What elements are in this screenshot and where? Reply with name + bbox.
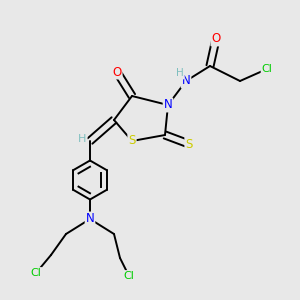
Text: Cl: Cl <box>31 268 41 278</box>
Text: O: O <box>112 65 122 79</box>
Text: N: N <box>182 74 190 88</box>
Text: Cl: Cl <box>262 64 272 74</box>
Text: H: H <box>78 134 87 145</box>
Text: O: O <box>212 32 220 46</box>
Text: Cl: Cl <box>124 271 134 281</box>
Text: S: S <box>128 134 136 148</box>
Text: S: S <box>185 137 193 151</box>
Text: N: N <box>85 212 94 226</box>
Text: H: H <box>176 68 184 79</box>
Text: N: N <box>164 98 172 112</box>
